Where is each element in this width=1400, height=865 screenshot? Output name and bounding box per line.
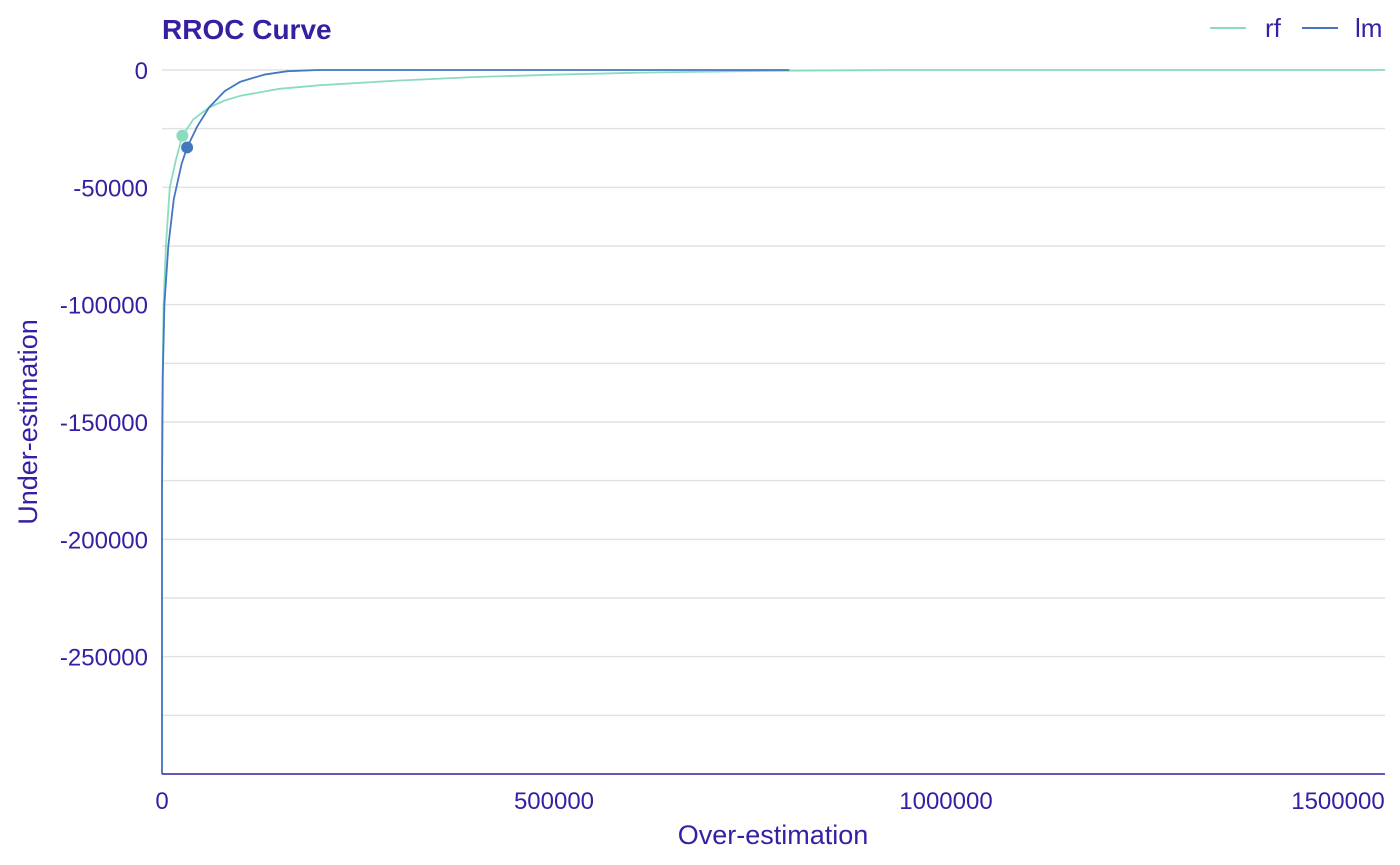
series-marker-rf [176, 129, 189, 142]
legend-label-lm: lm [1355, 13, 1382, 43]
series-line-lm [161, 69, 790, 774]
x-axis-title: Over-estimation [678, 820, 869, 850]
grid-lines [162, 69, 1385, 717]
y-tick-label-5: -250000 [60, 645, 148, 672]
x-tick-label-0: 0 [155, 788, 168, 815]
y-axis-title: Under-estimation [13, 319, 43, 525]
legend-label-rf: rf [1265, 13, 1282, 43]
series-layer [161, 69, 1385, 774]
series-marker-lm [181, 141, 194, 154]
legend: rf lm [1210, 13, 1382, 43]
y-tick-label-4: -200000 [60, 527, 148, 554]
series-line-rf [161, 69, 1385, 774]
y-tick-label-0: 0 [135, 58, 148, 85]
chart-title: RROC Curve [162, 14, 332, 45]
x-tick-label-2: 1000000 [899, 788, 992, 815]
y-tick-label-3: -150000 [60, 410, 148, 437]
y-tick-label-2: -100000 [60, 293, 148, 320]
axes: 0 -50000 -100000 -150000 -200000 -250000 0 5000… [60, 58, 1385, 815]
x-tick-label-1: 500000 [514, 788, 594, 815]
y-tick-label-1: -50000 [73, 175, 148, 202]
x-tick-label-3: 1500000 [1291, 788, 1384, 815]
